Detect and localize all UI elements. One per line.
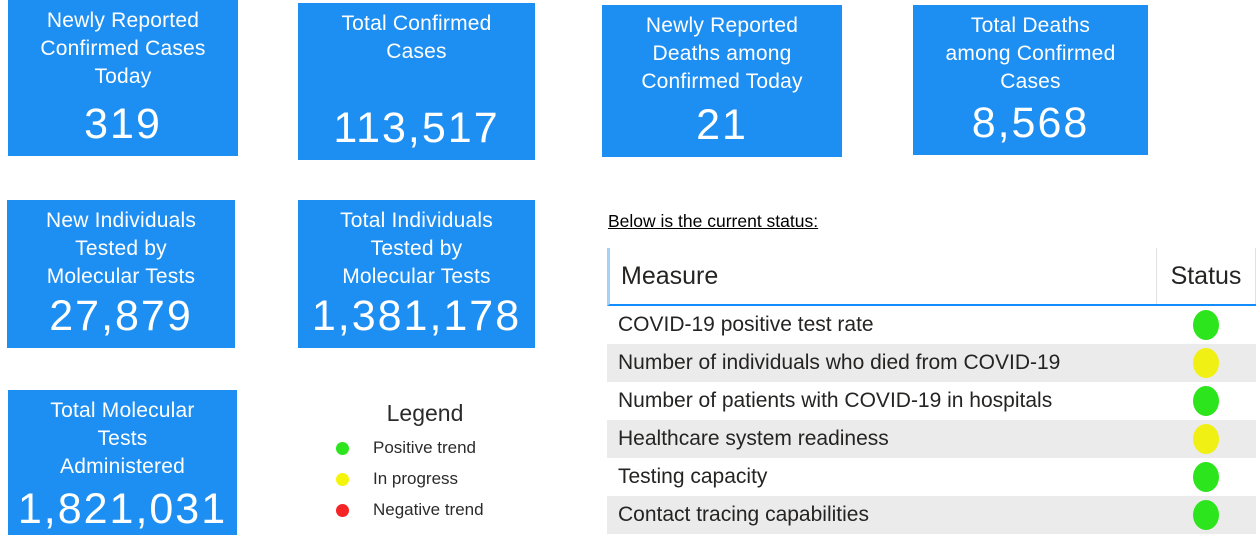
status-green-dot-icon — [1193, 500, 1219, 530]
status-cell — [1156, 500, 1256, 530]
legend-label: In progress — [373, 469, 459, 488]
kpi-value: 27,879 — [49, 292, 193, 340]
status-table-header: Measure Status — [607, 248, 1256, 306]
measure-cell: Number of individuals who died from COVI… — [618, 351, 1061, 374]
status-cell — [1156, 386, 1256, 416]
kpi-title: Total Deaths among Confirmed Cases — [945, 14, 1116, 94]
kpi-card-new-individuals-tested[interactable]: New Individuals Tested by Molecular Test… — [7, 200, 235, 348]
legend-label: Positive trend — [373, 438, 476, 457]
kpi-title: Total Individuals Tested by Molecular Te… — [340, 209, 493, 289]
table-row[interactable]: COVID-19 positive test rate — [607, 306, 1256, 344]
legend-title: Legend — [386, 400, 464, 426]
kpi-value: 1,821,031 — [17, 485, 228, 533]
table-row[interactable]: Number of individuals who died from COVI… — [607, 344, 1256, 382]
legend-item-positive: Positive trend — [336, 438, 525, 458]
table-row[interactable]: Number of patients with COVID-19 in hosp… — [607, 382, 1256, 420]
status-cell — [1156, 462, 1256, 492]
status-cell — [1156, 310, 1256, 340]
column-header-measure: Measure — [621, 261, 719, 290]
kpi-card-total-deaths[interactable]: Total Deaths among Confirmed Cases 8,568 — [913, 5, 1148, 155]
kpi-value: 113,517 — [333, 104, 500, 152]
status-table: Measure Status COVID-19 positive test ra… — [607, 248, 1256, 534]
status-green-dot-icon — [1193, 386, 1219, 416]
measure-cell: Contact tracing capabilities — [618, 503, 869, 526]
green-dot-icon — [336, 441, 349, 455]
kpi-card-new-cases-today[interactable]: Newly Reported Confirmed Cases Today 319 — [8, 0, 238, 156]
legend-item-in-progress: In progress — [336, 469, 525, 489]
legend: Legend Positive trend In progress Negati… — [325, 400, 525, 531]
status-yellow-dot-icon — [1193, 424, 1219, 454]
status-cell — [1156, 424, 1256, 454]
kpi-card-total-tests-administered[interactable]: Total Molecular Tests Administered 1,821… — [8, 390, 237, 535]
kpi-value: 8,568 — [971, 99, 1090, 147]
status-green-dot-icon — [1193, 462, 1219, 492]
status-section-heading: Below is the current status: — [608, 211, 819, 231]
measure-cell: Testing capacity — [618, 465, 768, 488]
measure-cell: Healthcare system readiness — [618, 427, 889, 450]
measure-cell: COVID-19 positive test rate — [618, 313, 874, 336]
kpi-value: 1,381,178 — [311, 292, 522, 340]
kpi-card-total-confirmed-cases[interactable]: Total Confirmed Cases 113,517 — [298, 3, 535, 160]
legend-item-negative: Negative trend — [336, 500, 525, 520]
table-row[interactable]: Testing capacity — [607, 458, 1256, 496]
kpi-title: New Individuals Tested by Molecular Test… — [45, 209, 197, 289]
kpi-title: Total Molecular Tests Administered — [50, 399, 195, 479]
kpi-card-total-individuals-tested[interactable]: Total Individuals Tested by Molecular Te… — [298, 200, 535, 348]
status-green-dot-icon — [1193, 310, 1219, 340]
table-row[interactable]: Contact tracing capabilities — [607, 496, 1256, 534]
status-cell — [1156, 348, 1256, 378]
column-header-status: Status — [1156, 248, 1256, 304]
measure-cell: Number of patients with COVID-19 in hosp… — [618, 389, 1053, 412]
kpi-title: Newly Reported Deaths among Confirmed To… — [641, 14, 803, 94]
kpi-value: 21 — [696, 101, 748, 149]
red-dot-icon — [336, 503, 349, 517]
kpi-value: 319 — [84, 100, 162, 148]
kpi-title: Newly Reported Confirmed Cases Today — [40, 9, 206, 89]
kpi-card-new-deaths-today[interactable]: Newly Reported Deaths among Confirmed To… — [602, 5, 842, 157]
status-yellow-dot-icon — [1193, 348, 1219, 378]
legend-label: Negative trend — [373, 500, 484, 519]
yellow-dot-icon — [336, 472, 349, 486]
table-row[interactable]: Healthcare system readiness — [607, 420, 1256, 458]
kpi-title: Total Confirmed Cases — [341, 12, 492, 64]
